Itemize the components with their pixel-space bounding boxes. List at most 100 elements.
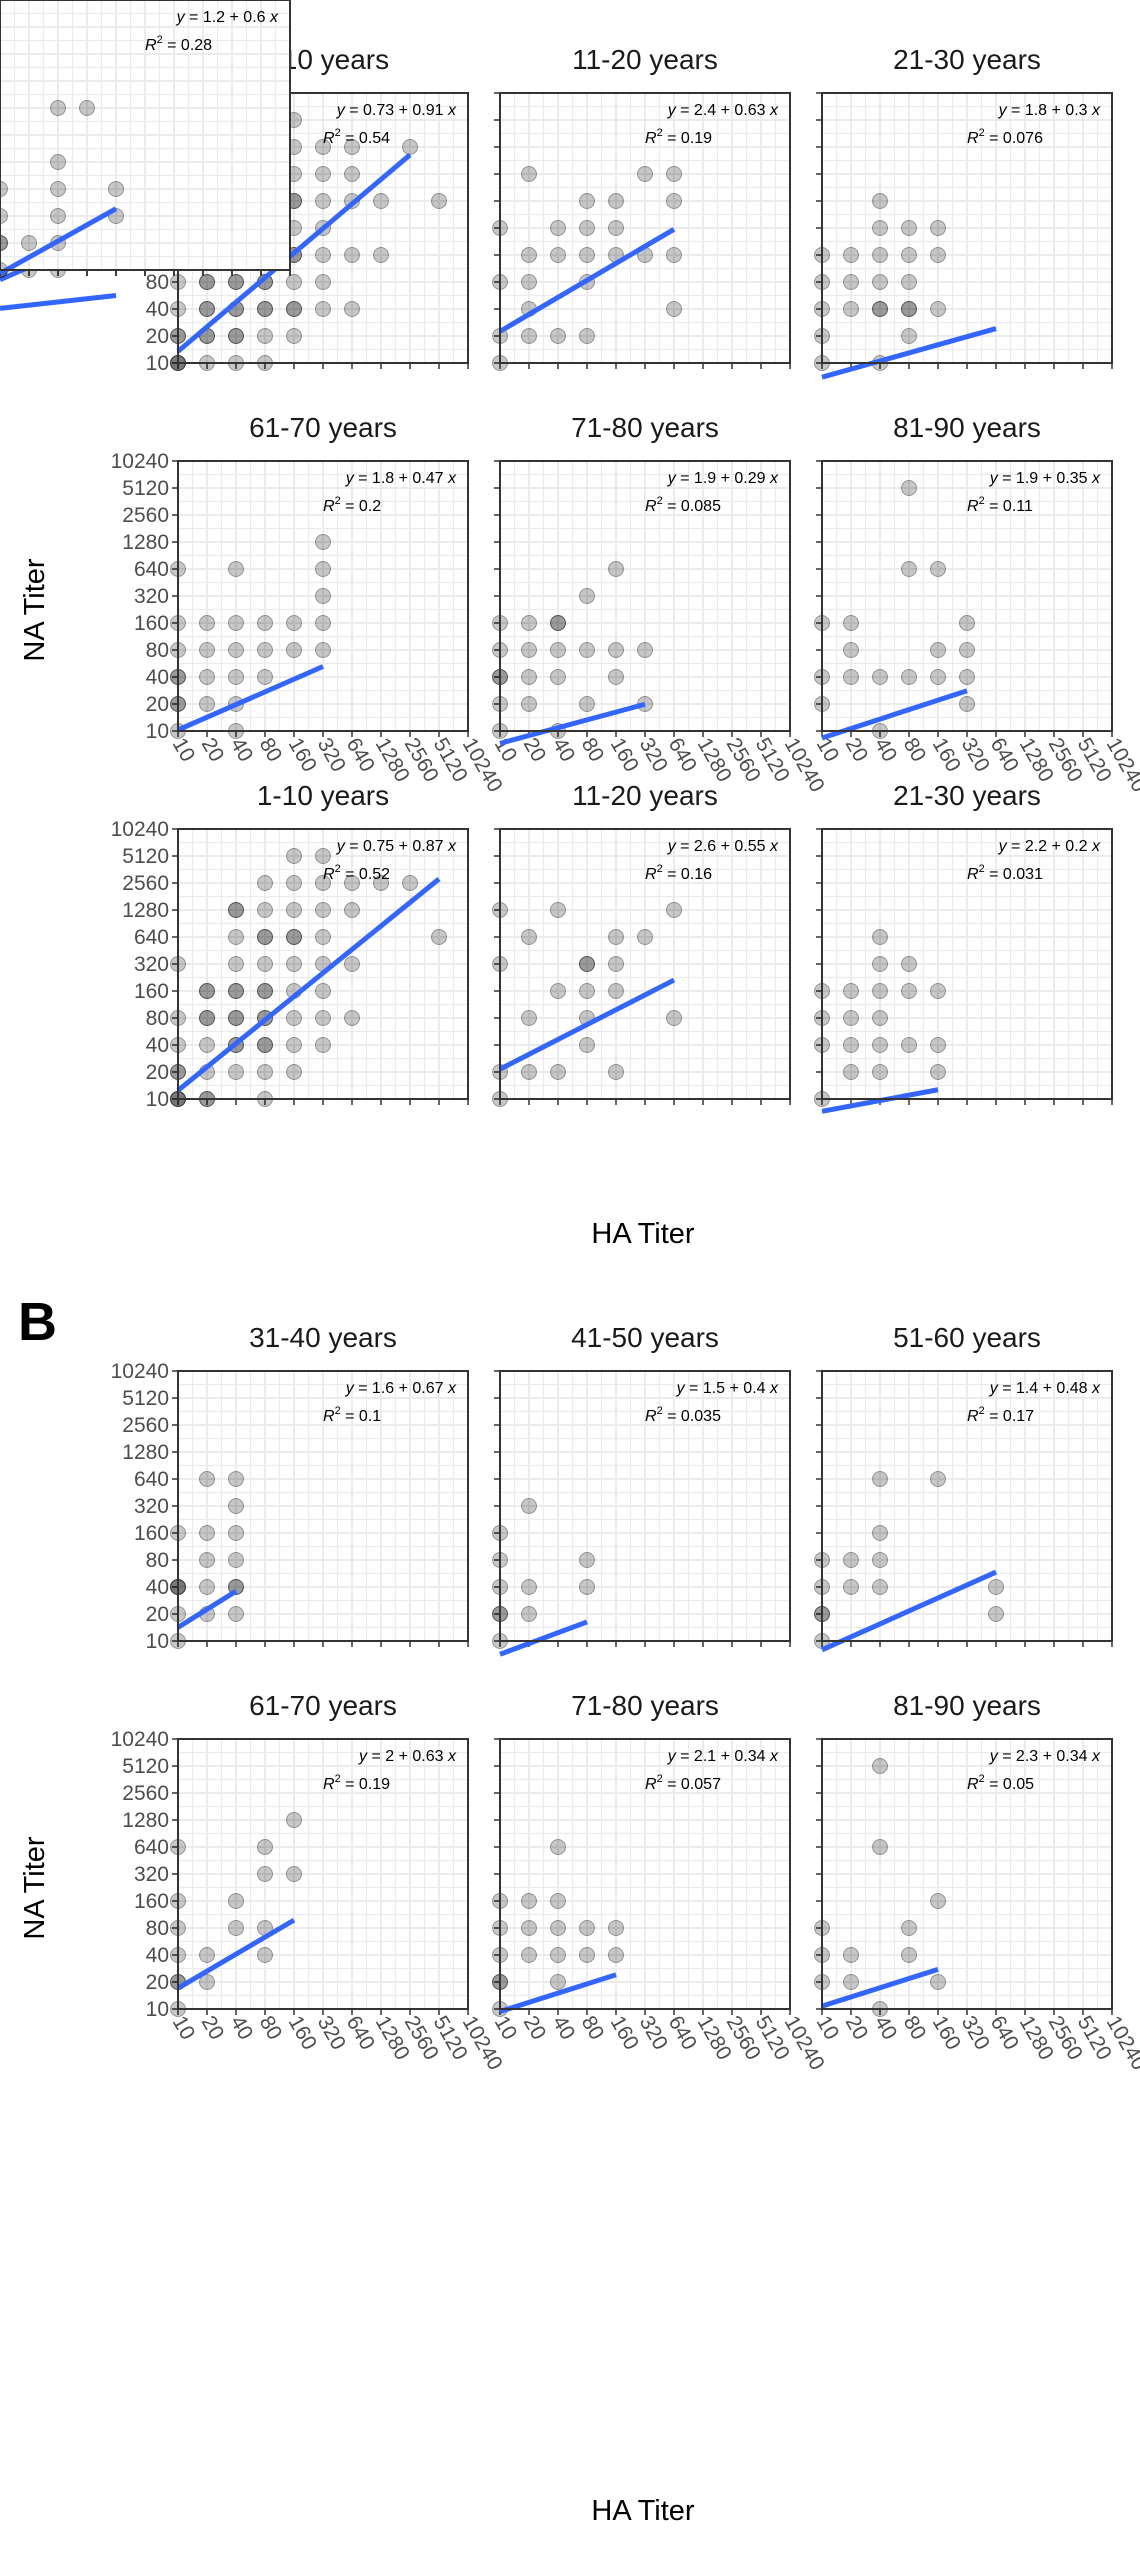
eq-slope: 0.48 xyxy=(1056,1380,1087,1397)
facet-panels: 1-10 years102040801603206401280256051201… xyxy=(0,0,1140,2074)
regression-line xyxy=(0,292,117,311)
panel-border xyxy=(177,460,469,732)
data-point xyxy=(431,193,447,209)
data-point xyxy=(872,274,888,290)
data-point xyxy=(228,929,244,945)
r-squared-value: 0.1 xyxy=(359,1408,381,1425)
eq-intercept: 2.2 xyxy=(1025,838,1047,855)
regression-line xyxy=(176,152,412,354)
data-point xyxy=(872,301,888,317)
x-tick-label: 40 xyxy=(548,2012,580,2044)
x-tick-label: 80 xyxy=(255,2012,287,2044)
eq-slope: 0.63 xyxy=(734,102,765,119)
regression-equation: y = 1.6 + 0.67 x xyxy=(345,1380,457,1397)
data-point xyxy=(257,1037,273,1053)
x-tick-label: 160 xyxy=(606,734,643,776)
regression-equation: y = 2.2 + 0.2 x xyxy=(998,838,1101,855)
data-point xyxy=(550,615,566,631)
regression-line xyxy=(176,877,441,1093)
panel-border xyxy=(821,828,1113,1100)
x-tick-label: 160 xyxy=(928,734,965,776)
data-point xyxy=(901,247,917,263)
x-tick-label: 20 xyxy=(841,2012,873,2044)
panel-border xyxy=(821,460,1113,732)
data-point xyxy=(521,642,537,658)
data-point xyxy=(315,301,331,317)
data-point xyxy=(872,1471,888,1487)
eq-intercept: 2.3 xyxy=(1016,1748,1038,1765)
y-tick-label: 1280 xyxy=(122,1441,169,1464)
y-tick-label: 1280 xyxy=(122,531,169,554)
x-tick-label: 80 xyxy=(255,734,287,766)
x-tick-label: 40 xyxy=(870,734,902,766)
y-tick-label: 160 xyxy=(134,612,169,635)
data-point xyxy=(930,1064,946,1080)
r-squared: R2 = 0.16 xyxy=(645,863,712,883)
panel-border xyxy=(499,1738,791,2010)
y-tick-label: 320 xyxy=(134,1863,169,1886)
data-point xyxy=(550,1064,566,1080)
data-point xyxy=(257,929,273,945)
data-point xyxy=(843,615,859,631)
r-squared-value: 0.076 xyxy=(1003,130,1043,147)
data-point xyxy=(637,642,653,658)
data-point xyxy=(901,956,917,972)
data-point xyxy=(228,274,244,290)
r-squared: R2 = 0.076 xyxy=(967,127,1043,147)
r-squared-value: 0.54 xyxy=(359,130,390,147)
x-tick-label: 320 xyxy=(313,734,350,776)
data-point xyxy=(550,1920,566,1936)
y-tick-label: 2560 xyxy=(122,872,169,895)
y-axis-title-a: NA Titer xyxy=(19,558,51,661)
data-point xyxy=(579,588,595,604)
data-point xyxy=(228,1471,244,1487)
data-point xyxy=(579,642,595,658)
data-point xyxy=(579,1947,595,1963)
x-tick-label: 80 xyxy=(577,2012,609,2044)
y-tick-label: 640 xyxy=(134,1836,169,1859)
x-tick-label: 160 xyxy=(928,2012,965,2054)
r-squared-value: 0.19 xyxy=(359,1776,390,1793)
x-tick-label: 20 xyxy=(519,2012,551,2044)
data-point xyxy=(228,274,244,290)
data-point xyxy=(257,1866,273,1882)
y-tick-label: 640 xyxy=(134,1468,169,1491)
data-point xyxy=(521,274,537,290)
data-point xyxy=(843,1037,859,1053)
panel-border xyxy=(499,828,791,1100)
eq-slope: 0.55 xyxy=(734,838,765,855)
data-point xyxy=(344,902,360,918)
data-point xyxy=(228,1552,244,1568)
data-point xyxy=(199,274,215,290)
y-tick-label: 10 xyxy=(146,1088,169,1111)
x-tick-label: 160 xyxy=(284,2012,321,2054)
data-point xyxy=(257,301,273,317)
regression-line xyxy=(821,326,997,380)
y-axis-title-b: NA Titer xyxy=(19,1836,51,1939)
data-point xyxy=(286,929,302,945)
x-tick-label: 160 xyxy=(606,2012,643,2054)
y-tick-label: 80 xyxy=(146,1917,169,1940)
data-point xyxy=(199,615,215,631)
regression-line xyxy=(498,977,676,1072)
data-point xyxy=(901,1947,917,1963)
data-point xyxy=(843,1974,859,1990)
facet-4-0: 61-70 years10102020404080801601603203206… xyxy=(111,1690,507,2074)
data-point xyxy=(843,274,859,290)
r-squared: R2 = 0.031 xyxy=(967,863,1043,883)
data-point xyxy=(199,669,215,685)
y-tick-label: 640 xyxy=(134,926,169,949)
data-point xyxy=(228,328,244,344)
regression-line xyxy=(176,1589,238,1630)
data-point xyxy=(257,669,273,685)
facet-3-2: 51-60 years y = 1.4 + 0.48 x R2 = 0.17 xyxy=(814,1322,1113,1653)
data-point xyxy=(0,181,8,197)
regression-equation: y = 1.2 + 0.6 x xyxy=(176,9,279,26)
data-point xyxy=(199,1552,215,1568)
data-point xyxy=(901,220,917,236)
x-tick-label: 320 xyxy=(635,2012,672,2054)
y-tick-label: 10 xyxy=(146,352,169,375)
data-point xyxy=(608,193,624,209)
eq-slope: 0.2 xyxy=(1065,838,1087,855)
